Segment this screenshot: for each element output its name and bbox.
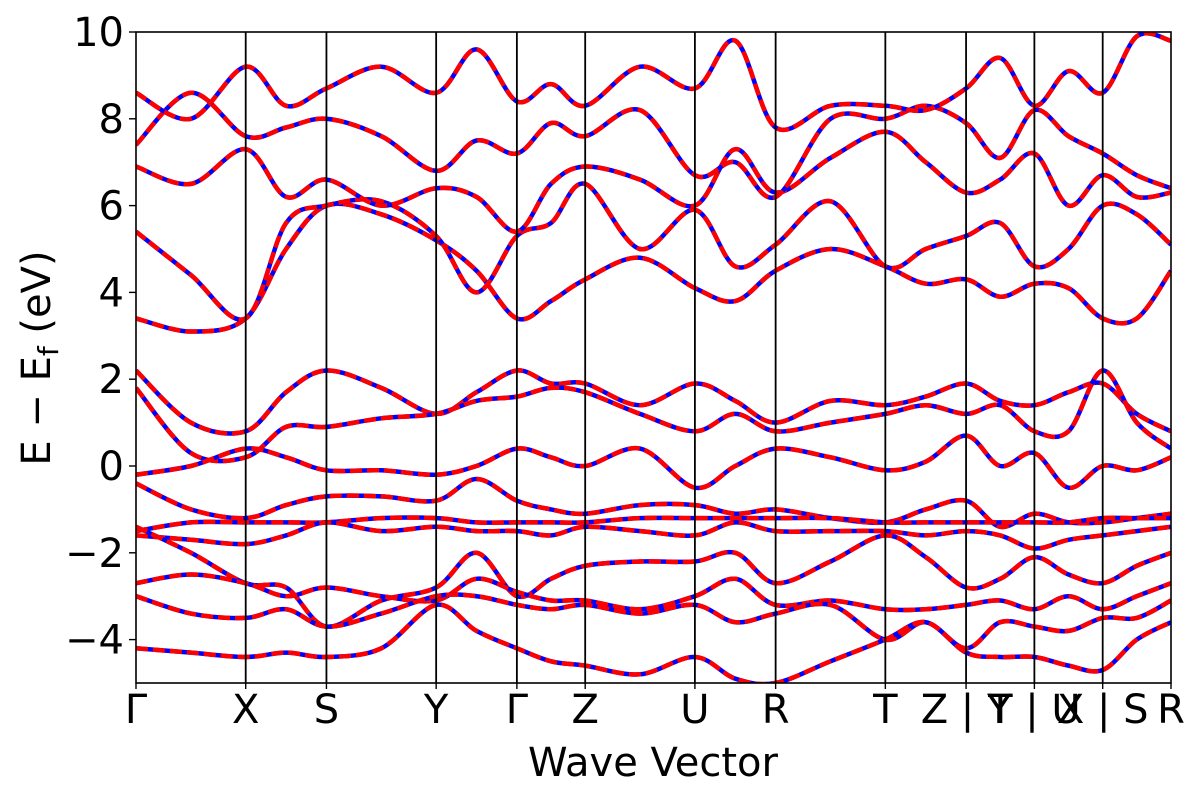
x-tick-label-9: Z | Y xyxy=(921,687,1012,733)
x-tick-label-4: Γ xyxy=(506,687,529,733)
x-tick-label-2: S xyxy=(314,687,339,733)
y-axis-label-main: E − E xyxy=(14,356,60,466)
x-axis-label: Wave Vector xyxy=(528,740,779,786)
y-tick-label-0: 10 xyxy=(73,10,124,56)
y-tick-label-7: −4 xyxy=(65,618,124,664)
y-tick-label-5: 0 xyxy=(99,444,124,490)
y-axis-label-unit: (eV) xyxy=(14,250,60,346)
plot-frame xyxy=(135,31,1172,684)
x-tick-label-7: R xyxy=(762,687,790,733)
y-tick-label-1: 8 xyxy=(99,97,124,143)
x-tick-label-10: T | U xyxy=(987,687,1081,733)
y-tick-label-6: −2 xyxy=(65,531,124,577)
y-tick-label-3: 4 xyxy=(99,270,124,316)
y-tick-label-2: 6 xyxy=(99,184,124,230)
x-tick-label-1: X xyxy=(232,687,259,733)
y-axis-ticks: 10 8 6 4 2 0 −2 −4 xyxy=(65,10,136,664)
x-tick-label-5: Z xyxy=(571,687,598,733)
x-tick-label-12: R xyxy=(1157,687,1185,733)
x-tick-label-11: X | S xyxy=(1057,687,1149,733)
kpoint-divider-lines xyxy=(244,32,1104,683)
y-axis-label-subscript: f xyxy=(32,345,65,356)
x-tick-label-0: Γ xyxy=(125,687,148,733)
x-tick-label-3: Y xyxy=(423,687,449,733)
x-tick-label-8: T xyxy=(872,687,898,733)
band-2-model-line xyxy=(136,181,1171,322)
x-tick-label-6: U xyxy=(680,687,709,733)
y-tick-label-4: 2 xyxy=(99,357,124,403)
y-axis-label: E − Ef (eV) xyxy=(14,250,65,465)
